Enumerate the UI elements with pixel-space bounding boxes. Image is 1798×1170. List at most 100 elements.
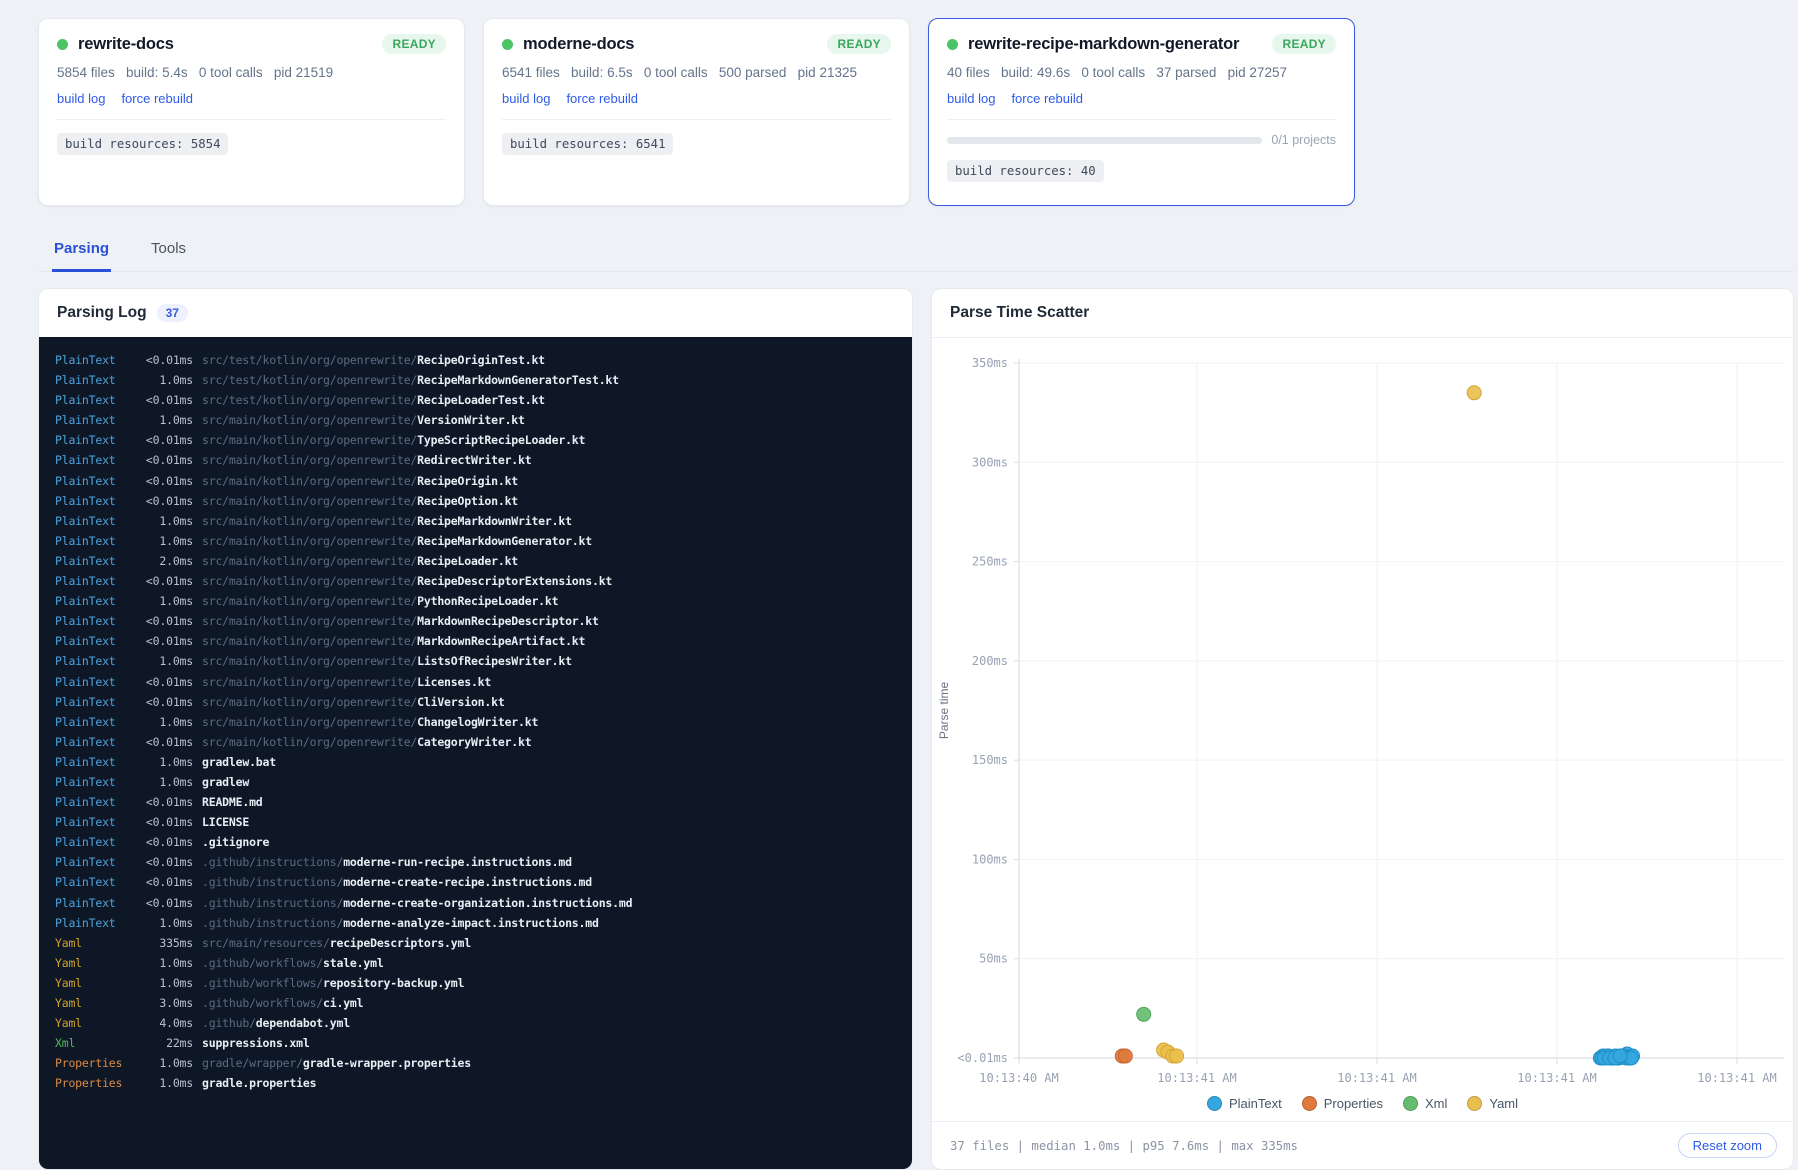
log-type: PlainText [55, 795, 116, 810]
log-line: Properties 1.0ms gradle.properties [55, 1073, 896, 1093]
log-line: PlainText 2.0ms src/main/kotlin/org/openre… [55, 551, 896, 571]
log-line: PlainText <0.01ms .github/instructions/mod… [55, 852, 896, 872]
force-rebuild-link[interactable]: force rebuild [1011, 91, 1083, 106]
card-links: build log force rebuild [947, 91, 1336, 106]
log-line: PlainText <0.01ms src/main/kotlin/org/open… [55, 471, 896, 491]
log-time: <0.01ms [145, 694, 193, 709]
log-line: PlainText <0.01ms src/main/kotlin/org/open… [55, 450, 896, 470]
log-path: src/main/kotlin/org/openrewrite/PythonRe… [202, 594, 559, 609]
log-time: 1.0ms [159, 754, 193, 769]
main-tabs: Parsing Tools [38, 230, 1794, 272]
log-path: src/main/kotlin/org/openrewrite/Markdown… [202, 614, 599, 629]
log-path: gradlew.bat [202, 754, 276, 769]
project-card-rewrite-recipe-markdown-generator[interactable]: rewrite-recipe-markdown-generator READY … [928, 18, 1355, 206]
log-line: PlainText <0.01ms .github/instructions/mod… [55, 872, 896, 892]
status-badge: READY [1272, 34, 1336, 54]
scatter-point-yaml [1169, 1048, 1185, 1064]
scatter-chart-area: 350ms 300ms 250ms 200ms 150ms 100ms 50ms <0.01m… [932, 338, 1793, 1096]
log-line: PlainText 1.0ms src/main/kotlin/org/openre… [55, 591, 896, 611]
build-log-link[interactable]: build log [57, 91, 106, 106]
log-type: PlainText [55, 533, 116, 548]
card-divider [502, 119, 891, 120]
scatter-plot[interactable]: 350ms 300ms 250ms 200ms 150ms 100ms 50ms <0.01m… [932, 338, 1794, 1090]
parsing-log-panel: Parsing Log 37 PlainText <0.01ms src/test/… [38, 288, 913, 1170]
log-line: Yaml 1.0ms .github/workflows/repository-ba… [55, 973, 896, 993]
scatter-point-properties [1117, 1048, 1133, 1064]
log-time: 1.0ms [159, 1056, 193, 1071]
log-line: Yaml 335ms src/main/resources/recipeDescri… [55, 933, 896, 953]
legend-item-xml[interactable]: Xml [1402, 1096, 1447, 1111]
log-line: PlainText 1.0ms gradlew.bat [55, 752, 896, 772]
log-time: <0.01ms [145, 895, 193, 910]
parsing-log-output[interactable]: PlainText <0.01ms src/test/kotlin/org/open… [39, 337, 912, 1169]
svg-text:300ms: 300ms [972, 455, 1008, 469]
reset-zoom-button[interactable]: Reset zoom [1677, 1133, 1777, 1158]
log-type: PlainText [55, 855, 116, 870]
log-type: PlainText [55, 835, 116, 850]
legend-swatch-icon [1402, 1096, 1418, 1111]
log-type: Xml [55, 1036, 76, 1051]
legend-item-properties[interactable]: Properties [1301, 1096, 1383, 1111]
project-card-moderne-docs[interactable]: moderne-docs READY 6541 files build: 6.5… [483, 18, 910, 206]
log-type: PlainText [55, 734, 116, 749]
log-line: PlainText <0.01ms README.md [55, 792, 896, 812]
log-time: <0.01ms [145, 393, 193, 408]
log-type: PlainText [55, 714, 116, 729]
log-time: 1.0ms [159, 654, 193, 669]
log-time: 1.0ms [159, 975, 193, 990]
log-line: Properties 1.0ms gradle/wrapper/gradle-wra… [55, 1053, 896, 1073]
log-time: <0.01ms [145, 574, 193, 589]
log-path: src/main/kotlin/org/openrewrite/RecipeDe… [202, 574, 613, 589]
log-time: <0.01ms [145, 674, 193, 689]
card-links: build log force rebuild [502, 91, 891, 106]
log-path: .github/workflows/stale.yml [202, 955, 384, 970]
legend-label: Properties [1323, 1096, 1383, 1111]
force-rebuild-link[interactable]: force rebuild [566, 91, 638, 106]
log-time: 1.0ms [159, 714, 193, 729]
log-path: .github/instructions/moderne-run-recipe.… [202, 855, 572, 870]
project-stats: 6541 files build: 6.5s 0 tool calls 500 … [502, 65, 857, 80]
legend-swatch-icon [1301, 1096, 1317, 1111]
log-path: src/main/kotlin/org/openrewrite/Markdown… [202, 634, 586, 649]
log-type: Yaml [55, 955, 82, 970]
log-type: PlainText [55, 774, 116, 789]
svg-text:10:13:41 AM: 10:13:41 AM [1517, 1071, 1596, 1085]
status-dot-icon [57, 38, 68, 50]
scatter-point-plaintext [1612, 1048, 1628, 1064]
legend-item-yaml[interactable]: Yaml [1467, 1096, 1518, 1111]
build-log-link[interactable]: build log [502, 91, 551, 106]
log-time: 22ms [166, 1036, 193, 1051]
legend-item-plaintext[interactable]: PlainText [1206, 1096, 1282, 1111]
log-line: Yaml 3.0ms .github/workflows/ci.yml [55, 993, 896, 1013]
project-card-rewrite-docs[interactable]: rewrite-docs READY 5854 files build: 5.4… [38, 18, 465, 206]
main-content: Parsing Log 37 PlainText <0.01ms src/test/… [38, 288, 1794, 1170]
log-count-badge: 37 [156, 304, 188, 322]
progress-label: 0/1 projects [1271, 133, 1336, 147]
build-log-link[interactable]: build log [947, 91, 996, 106]
scatter-header: Parse Time Scatter [932, 289, 1793, 338]
status-badge: READY [382, 34, 446, 54]
log-line: PlainText <0.01ms src/test/kotlin/org/open… [55, 390, 896, 410]
project-name: moderne-docs [523, 34, 635, 53]
log-type: PlainText [55, 473, 116, 488]
log-time: <0.01ms [145, 614, 193, 629]
log-line: PlainText 1.0ms src/test/kotlin/org/openre… [55, 370, 896, 390]
log-path: src/main/kotlin/org/openrewrite/Redirect… [202, 453, 532, 468]
tab-tools[interactable]: Tools [151, 240, 187, 257]
project-name: rewrite-recipe-markdown-generator [968, 34, 1240, 53]
tab-parsing[interactable]: Parsing [52, 230, 112, 272]
log-type: Yaml [55, 996, 82, 1010]
log-time: 2.0ms [159, 553, 193, 568]
log-line: Yaml 1.0ms .github/workflows/stale.yml [55, 953, 896, 973]
parse-time-scatter-panel: Parse Time Scatter 350ms 300ms 250ms 200ms 1… [931, 288, 1794, 1170]
force-rebuild-link[interactable]: force rebuild [121, 91, 193, 106]
log-type: PlainText [55, 553, 116, 568]
log-type: Properties [55, 1076, 123, 1091]
log-path: .github/instructions/moderne-create-orga… [202, 895, 633, 910]
log-type: PlainText [55, 815, 116, 830]
svg-text:50ms: 50ms [979, 952, 1008, 966]
log-type: PlainText [55, 513, 116, 528]
log-path: .github/instructions/moderne-analyze-imp… [202, 915, 599, 930]
status-dot-icon [947, 38, 958, 50]
log-type: PlainText [55, 413, 116, 428]
